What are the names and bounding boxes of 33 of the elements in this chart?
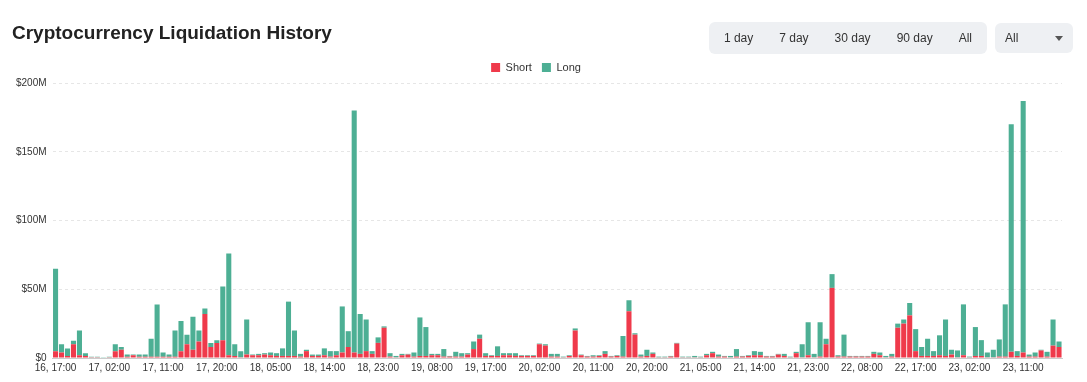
y-tick-label: $50M (21, 283, 47, 294)
x-tick-label: 18, 05:00 (249, 361, 292, 373)
x-tick-label: 22, 17:00 (894, 361, 937, 373)
legend-label: Short (505, 60, 532, 73)
x-tick-label: 21, 05:00 (679, 361, 722, 373)
x-tick-label: 17, 02:00 (88, 361, 131, 373)
text: All (957, 30, 973, 47)
x-tick-label: 20, 20:00 (626, 361, 669, 373)
x-tick-label: 20, 02:00 (518, 361, 561, 373)
text: 7 day (778, 30, 810, 47)
text: All (1005, 31, 1019, 45)
y-tick-label: $0 (35, 351, 48, 363)
text: 30 day (833, 30, 872, 47)
y-tick-label: $200M (16, 76, 47, 88)
text: 90 day (895, 30, 934, 47)
legend-label: Long (556, 60, 581, 73)
x-tick-label: 16, 17:00 (34, 361, 77, 373)
x-tick-label: 20, 11:00 (572, 361, 615, 373)
x-tick-label: 21, 14:00 (733, 361, 776, 373)
x-tick-label: 21, 23:00 (787, 361, 830, 373)
x-tick-label: 17, 11:00 (142, 361, 184, 373)
x-tick-label: 19, 17:00 (464, 361, 507, 373)
x-tick-label: 18, 23:00 (357, 361, 400, 373)
x-tick-label: 23, 11:00 (1002, 361, 1045, 373)
x-tick-label: 23, 02:00 (948, 361, 991, 373)
chart-title: Cryptocurrency Liquidation History (12, 22, 332, 44)
x-tick-label: 18, 14:00 (303, 361, 346, 373)
x-tick-label: 19, 08:00 (411, 361, 454, 373)
x-tick-label: 22, 08:00 (841, 361, 884, 373)
y-tick-label: $150M (16, 145, 47, 157)
text: 1 day (722, 30, 755, 47)
x-tick-label: 17, 20:00 (195, 361, 239, 373)
y-tick-label: $100M (16, 214, 47, 226)
